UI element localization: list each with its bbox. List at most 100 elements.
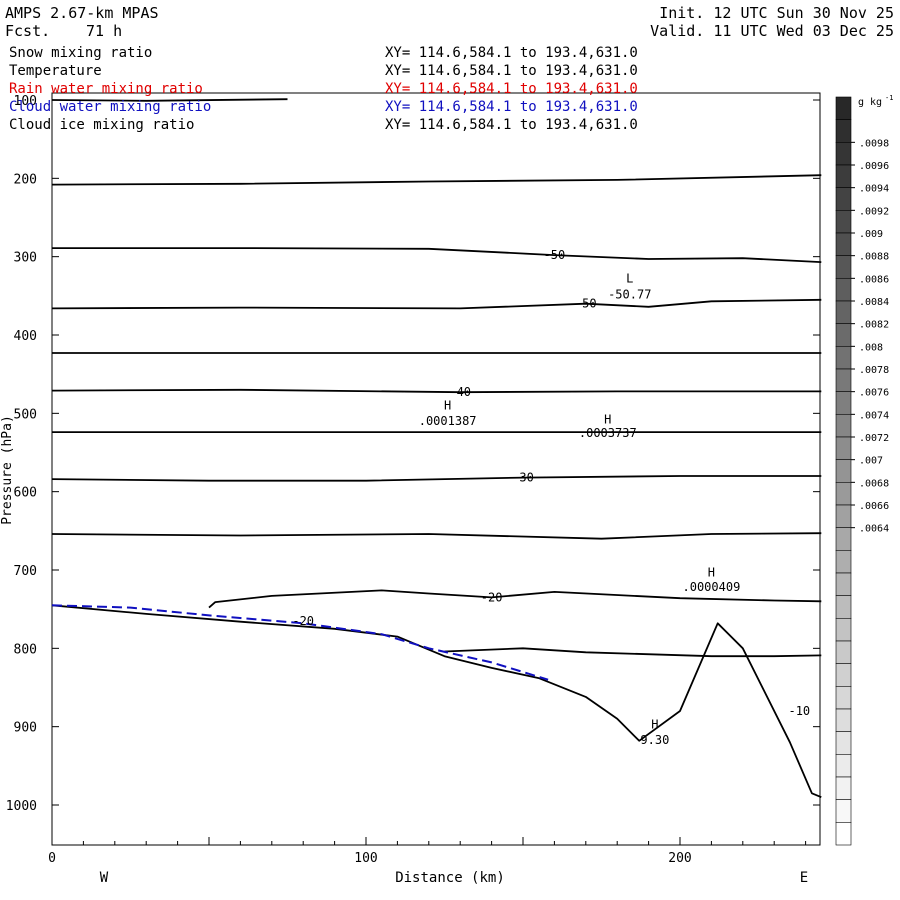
annotation-text: H (651, 717, 658, 731)
init-time: Init. 12 UTC Sun 30 Nov 25 (659, 4, 894, 22)
legend-xy-cloud-water: XY= 114.6,584.1 to 193.4,631.0 (385, 99, 638, 115)
colorbar-block (835, 277, 852, 302)
colorbar-block (835, 368, 852, 393)
colorbar-label: .0084 (859, 297, 889, 308)
colorbar-block (835, 753, 852, 778)
series-isotherm-3 (51, 298, 822, 310)
colorbar-label: .0078 (859, 365, 889, 376)
series-isotherm-5 (51, 388, 822, 394)
series-isotherm-top-0 (51, 98, 288, 102)
colorbar-label: .0076 (859, 388, 889, 399)
colorbar-block (835, 391, 852, 415)
colorbar-label: .0098 (859, 138, 889, 149)
contour-label: -30 (512, 471, 534, 485)
colorbar-block (835, 685, 852, 710)
y-tick-label: 300 (14, 251, 37, 266)
series-isotherm-1 (51, 174, 822, 186)
colorbar-block (835, 142, 852, 166)
colorbar-block (835, 731, 852, 755)
plot-area (51, 92, 821, 846)
y-tick-label: 400 (14, 329, 37, 344)
colorbar-label: .0088 (859, 252, 889, 263)
colorbar-block (835, 187, 852, 211)
colorbar-block (835, 119, 852, 143)
colorbar-label: .009 (859, 229, 883, 240)
west-label: W (100, 870, 109, 886)
colorbar-label: .0066 (859, 501, 889, 512)
annotation-text: H (708, 565, 715, 579)
model-title: AMPS 2.67-km MPAS (5, 4, 159, 22)
annotation-text: -10 (788, 704, 810, 718)
y-axis-label: Pressure (hPa) (0, 415, 15, 525)
y-tick-label: 1000 (6, 799, 37, 814)
annotation-text: 9.30 (640, 733, 669, 747)
annotation-text: H (444, 399, 451, 413)
annotation-text: .0003737 (579, 426, 637, 440)
legend-name-temperature: Temperature (9, 63, 102, 79)
colorbar-block (835, 640, 852, 665)
colorbar-block (835, 481, 852, 506)
annotation-text: -50.77 (608, 287, 651, 301)
series-isotherm-10 (444, 647, 822, 658)
colorbar-label: .007 (859, 456, 883, 467)
colorbar-unit: g kg (858, 97, 882, 108)
colorbar-label: .0096 (859, 161, 889, 172)
annotation-text: .0000409 (683, 580, 741, 594)
colorbar-label: .0092 (859, 206, 889, 217)
x-tick-label: 200 (668, 851, 691, 866)
legend-xy-rain: XY= 114.6,584.1 to 193.4,631.0 (385, 81, 638, 97)
colorbar-label: .0072 (859, 433, 889, 444)
annotation-text: L (626, 272, 633, 286)
colorbar-label: .0082 (859, 320, 889, 331)
colorbar-block (835, 663, 852, 687)
series-isotherm-9 (208, 589, 822, 609)
colorbar-label: .0086 (859, 274, 889, 285)
annotation-text: H (604, 413, 611, 427)
x-tick-label: 0 (48, 851, 56, 866)
legend-name-cloud-water: Cloud water mixing ratio (9, 99, 212, 115)
colorbar-block (835, 255, 852, 279)
colorbar-block (835, 436, 852, 461)
colorbar-block (835, 708, 852, 733)
y-tick-label: 600 (14, 486, 37, 501)
colorbar-block (835, 345, 852, 370)
colorbar-block (835, 617, 852, 642)
colorbar-block (835, 527, 852, 551)
y-tick-label: 500 (14, 407, 37, 422)
colorbar-block (835, 776, 852, 801)
contour-label: -40 (449, 385, 471, 399)
colorbar-block (835, 96, 852, 121)
y-tick-label: 800 (14, 642, 37, 657)
colorbar-unit-exponent: -1 (885, 94, 893, 102)
valid-time: Valid. 11 UTC Wed 03 Dec 25 (650, 22, 894, 40)
colorbar-block (835, 504, 852, 529)
series-isotherm-2 (52, 247, 822, 263)
colorbar-label: .0094 (859, 184, 889, 195)
colorbar-block (835, 413, 852, 438)
y-tick-label: 700 (14, 564, 37, 579)
x-tick-label: 100 (354, 851, 377, 866)
colorbar-block (835, 210, 852, 234)
colorbar-block (835, 232, 852, 257)
colorbar-block (835, 300, 852, 325)
colorbar-block (835, 164, 852, 189)
contour-label: -50 (544, 248, 566, 262)
legend-xy-temperature: XY= 114.6,584.1 to 193.4,631.0 (385, 63, 638, 79)
annotation-text: -20 (292, 614, 314, 628)
legend-xy-snow: XY= 114.6,584.1 to 193.4,631.0 (385, 45, 638, 61)
colorbar-block (835, 549, 852, 574)
series-cloud-water-12 (51, 604, 549, 681)
y-tick-label: 100 (14, 94, 37, 109)
east-label: E (800, 870, 808, 886)
series-isotherm-8 (51, 532, 822, 540)
contour-label: -50 (575, 297, 597, 311)
colorbar-block (835, 821, 852, 846)
colorbar-label: .0064 (859, 524, 889, 535)
colorbar-block (835, 799, 852, 823)
annotation-text: .0001387 (419, 414, 477, 428)
legend-name-rain: Rain water mixing ratio (9, 81, 203, 97)
colorbar-block (835, 595, 852, 619)
colorbar-label: .0068 (859, 478, 889, 489)
series-terrain-11 (51, 604, 822, 799)
